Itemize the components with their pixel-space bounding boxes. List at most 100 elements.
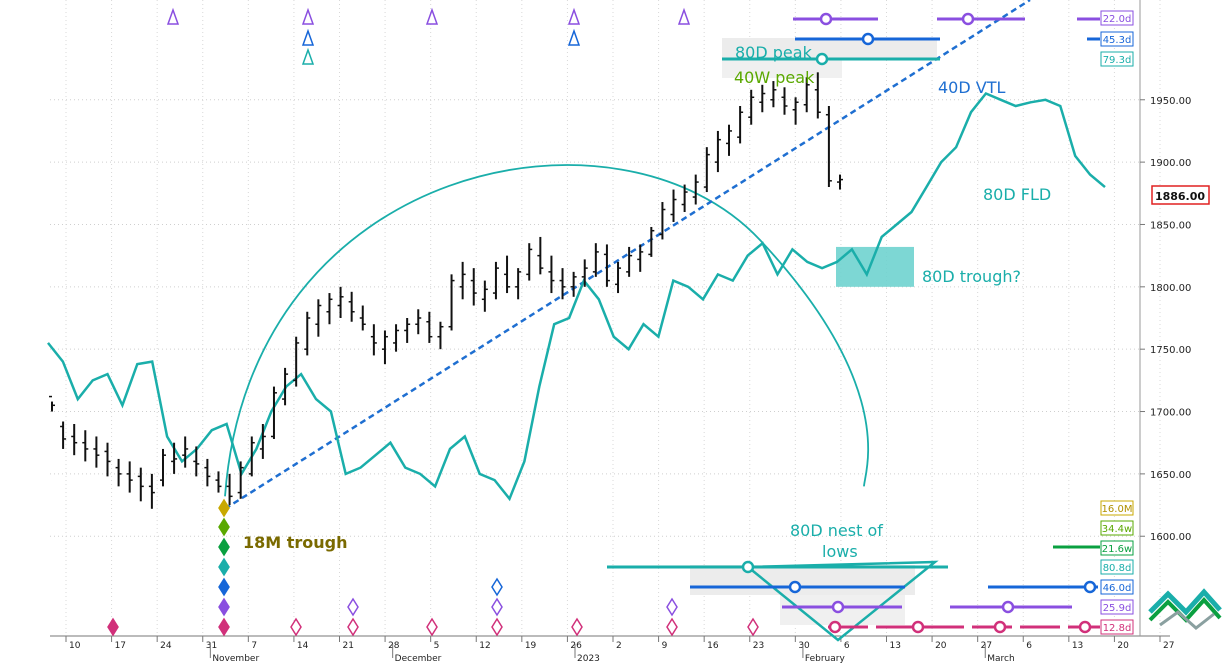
price-bars: [49, 72, 843, 509]
price-bar: [492, 261, 499, 300]
period-label: 22.0d: [1103, 14, 1132, 25]
period-label: 79.3d: [1103, 55, 1132, 66]
price-bar: [626, 246, 633, 277]
trough-marker-magenta: [491, 617, 503, 637]
price-bar: [526, 243, 533, 281]
price-bar: [648, 226, 655, 257]
price-bar: [437, 321, 444, 350]
label-nest-line2: lows: [822, 542, 858, 561]
price-bar: [770, 81, 777, 108]
last-price-label: 1886.00: [1155, 190, 1205, 203]
peak-marker-blue: [301, 28, 315, 46]
x-tick-label: 12: [479, 641, 490, 651]
price-bar: [182, 436, 189, 468]
price-bar: [148, 473, 155, 509]
price-bar: [548, 255, 555, 294]
trough-marker-purple: [347, 597, 359, 617]
price-bar: [381, 330, 388, 365]
price-bar: [426, 311, 433, 343]
period-labels-bottom: 16.0M 34.4w 21.6w 80.8d 46.0d 25.9d 12.8…: [1100, 500, 1134, 635]
peak-marker-purple: [567, 7, 581, 25]
price-bar: [415, 309, 422, 335]
y-tick-label: 1950.00: [1150, 96, 1191, 107]
y-tick-label: 1850.00: [1150, 220, 1191, 231]
x-tick-label: 13: [1072, 641, 1083, 651]
cycle-bar-blue: [690, 580, 905, 594]
price-bar: [714, 130, 721, 173]
x-tick-label: 23: [753, 641, 764, 651]
cycle-bar-blue: [988, 580, 1098, 594]
price-bar: [304, 311, 311, 356]
price-bar: [404, 318, 411, 343]
peak-marker-teal: [301, 47, 315, 65]
price-bar: [814, 72, 821, 119]
label-40w-peak: 40W peak: [734, 68, 815, 87]
trough-marker-blue: [218, 577, 230, 597]
x-tick-label: 5: [434, 641, 440, 651]
x-tick-label: 17: [115, 641, 126, 651]
x-tick-label: 20: [1117, 641, 1129, 651]
x-tick-label: 10: [69, 641, 81, 651]
price-bar: [803, 77, 810, 113]
price-bar: [792, 97, 799, 125]
y-tick-label: 1900.00: [1150, 158, 1191, 169]
x-month-label: November: [212, 654, 259, 664]
trough-marker-magenta: [747, 617, 759, 637]
trough-marker-magenta: [218, 617, 230, 637]
price-bar: [237, 461, 244, 499]
price-bar: [137, 467, 144, 502]
cycle-shapes: [224, 0, 1100, 642]
cycle-arc: [224, 164, 870, 497]
trough-marker-gold: [218, 498, 230, 518]
price-bar: [504, 255, 511, 294]
x-tick-label: 20: [935, 641, 947, 651]
price-bar: [726, 124, 733, 156]
price-bar: [603, 244, 610, 287]
x-tick-label: 26: [570, 641, 582, 651]
price-bar: [825, 106, 832, 188]
price-bar: [204, 458, 211, 487]
nest-triangle: [744, 560, 939, 642]
cycle-bar-purple: [793, 12, 878, 26]
trough-marker-blue: [491, 577, 503, 597]
cycle-bar-purple: [937, 12, 1025, 26]
peak-marker-blue: [567, 28, 581, 46]
period-label: 34.4w: [1102, 524, 1132, 535]
peak-marker-purple: [301, 7, 315, 25]
price-bar: [270, 386, 277, 439]
price-bar: [515, 268, 522, 300]
x-month-label: 2023: [577, 654, 600, 664]
x-tick-label: 6: [844, 641, 850, 651]
x-tick-label: 27: [981, 641, 992, 651]
x-month-label: December: [395, 654, 442, 664]
x-tick-label: 28: [388, 641, 400, 651]
price-bar: [692, 174, 699, 205]
x-tick-label: 24: [160, 641, 172, 651]
price-bar: [659, 202, 666, 240]
trough-marker-magenta: [347, 617, 359, 637]
x-tick-label: 16: [707, 641, 719, 651]
y-axis: 1600.00 1650.00 1700.00 1750.00 1800.00 1850.…: [1139, 0, 1191, 636]
x-month-label: March: [987, 654, 1014, 664]
vtl-line: [224, 0, 1031, 510]
price-bar: [326, 293, 333, 325]
x-axis: 10 17 24 31 7 November 14 21 28 5 December 12 19 26 2 2…: [50, 635, 1174, 664]
trough-marker-purple: [218, 597, 230, 617]
x-tick-label: 14: [297, 641, 309, 651]
trough-marker-teal: [218, 557, 230, 577]
price-bar: [481, 280, 488, 312]
price-bar: [581, 259, 588, 287]
price-bar: [226, 473, 233, 506]
price-bar: [337, 286, 344, 318]
period-labels-top: 22.0d 45.3d 79.3d: [1100, 10, 1134, 67]
price-bar: [193, 446, 200, 477]
cycle-bar-teal: [722, 52, 940, 66]
label-80d-peak: 80D peak: [735, 43, 813, 62]
peak-marker-purple: [166, 7, 180, 25]
price-bar: [670, 189, 677, 222]
trough-marker-purple: [491, 597, 503, 617]
price-bar: [71, 424, 78, 456]
trough-marker-green: [218, 537, 230, 557]
price-bar: [159, 448, 166, 487]
price-bar: [703, 147, 710, 193]
